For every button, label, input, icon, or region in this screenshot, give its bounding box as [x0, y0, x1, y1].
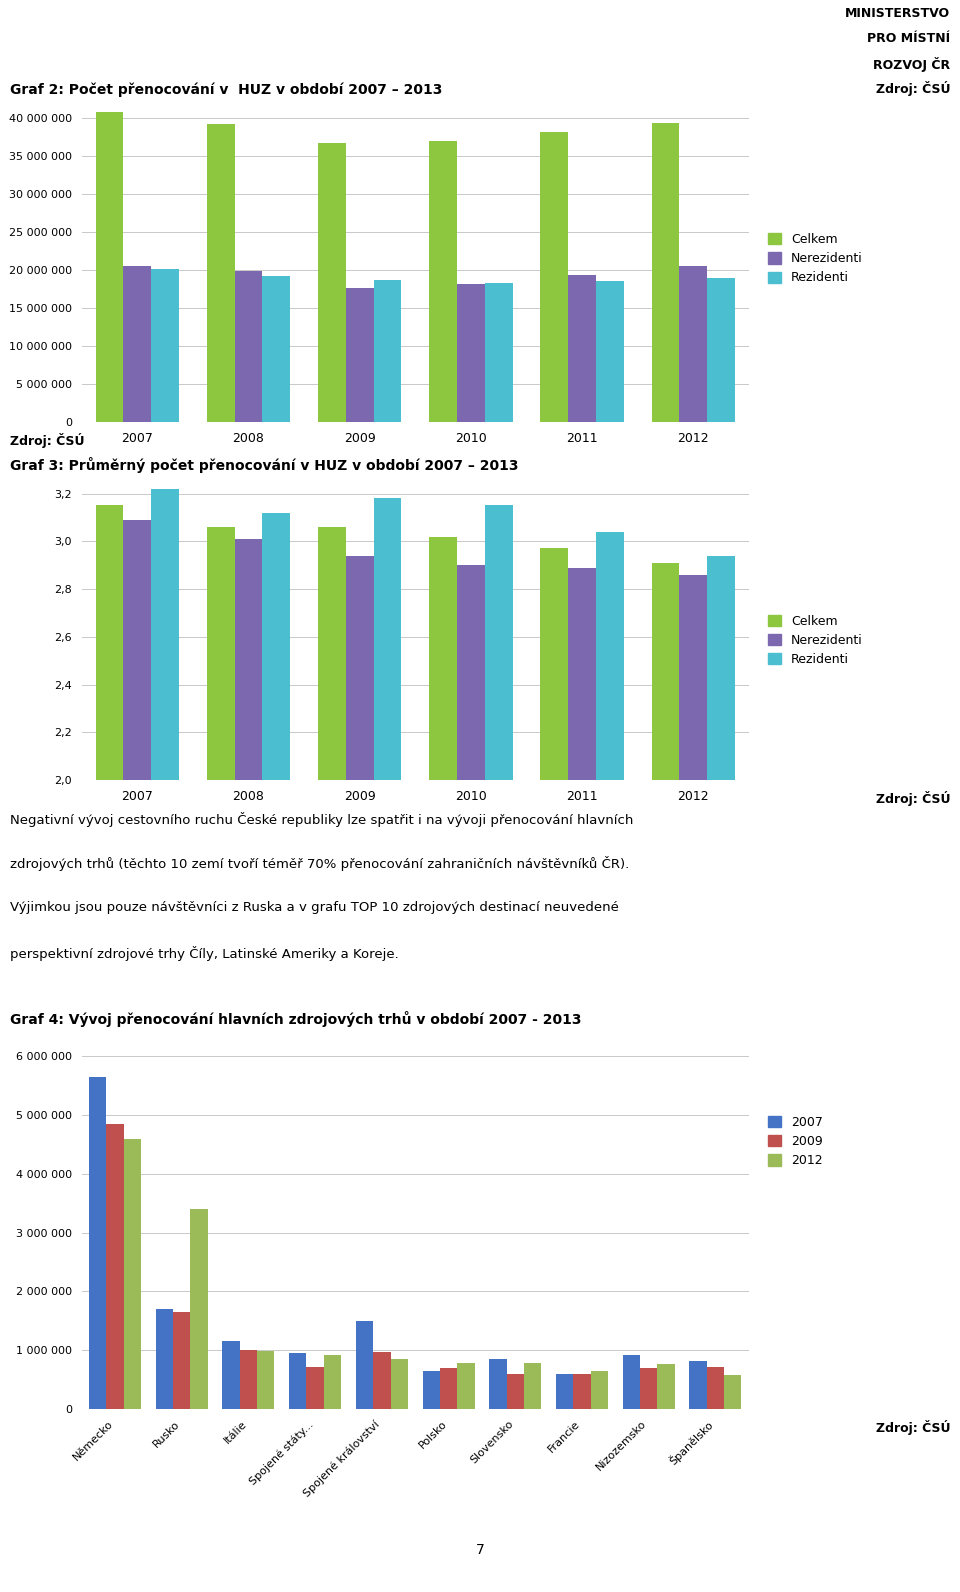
Bar [422, 1371, 440, 1409]
Bar [123, 266, 151, 422]
Text: Zdroj: ČSÚ: Zdroj: ČSÚ [876, 81, 950, 96]
Bar [457, 283, 485, 422]
Bar [724, 1375, 741, 1409]
Bar [373, 280, 401, 422]
Bar [708, 279, 735, 422]
Bar [507, 1374, 524, 1409]
Bar [490, 1360, 507, 1409]
Bar [318, 527, 346, 1258]
Bar [652, 123, 680, 422]
Text: Výjimkou jsou pouze návštěvníci z Ruska a v grafu TOP 10 zdrojových destinací ne: Výjimkou jsou pouze návštěvníci z Ruska … [10, 901, 618, 914]
Bar [596, 532, 624, 1258]
Bar [623, 1355, 640, 1409]
Bar [346, 556, 373, 1258]
Bar [680, 575, 708, 1258]
Bar [391, 1360, 408, 1409]
Text: Graf 2: Počet přenocování v  HUZ v období 2007 – 2013: Graf 2: Počet přenocování v HUZ v období… [10, 83, 442, 97]
Bar [289, 1353, 306, 1409]
Bar [89, 1076, 107, 1409]
Bar [680, 266, 708, 422]
Bar [485, 505, 513, 1258]
Bar [652, 562, 680, 1258]
Bar [457, 565, 485, 1258]
Bar [173, 1312, 190, 1409]
Bar [206, 527, 234, 1258]
Bar [373, 1353, 391, 1409]
Bar [573, 1374, 590, 1409]
Bar [640, 1368, 658, 1409]
Bar [485, 283, 513, 422]
Text: Zdroj: ČSÚ: Zdroj: ČSÚ [876, 1420, 950, 1434]
Bar [440, 1368, 457, 1409]
Text: Zdroj: ČSÚ: Zdroj: ČSÚ [876, 791, 950, 806]
Text: Graf 3: Průměrný počet přenocování v HUZ v období 2007 – 2013: Graf 3: Průměrný počet přenocování v HUZ… [10, 457, 518, 473]
Bar [107, 1124, 124, 1409]
Bar [556, 1374, 573, 1409]
Bar [156, 1309, 173, 1409]
Text: 7: 7 [475, 1543, 485, 1557]
Text: ROZVOJ ČR: ROZVOJ ČR [874, 57, 950, 72]
Bar [318, 143, 346, 422]
Bar [568, 567, 596, 1258]
Bar [708, 556, 735, 1258]
Text: zdrojových trhů (těchto 10 zemí tvoří téměř 70% přenocování zahraničních návštěv: zdrojových trhů (těchto 10 zemí tvoří té… [10, 856, 629, 871]
Bar [356, 1321, 373, 1409]
Bar [689, 1361, 707, 1409]
Bar [206, 124, 234, 422]
Bar [123, 519, 151, 1258]
Bar [429, 142, 457, 422]
Legend: Celkem, Nerezidenti, Rezidenti: Celkem, Nerezidenti, Rezidenti [768, 232, 863, 285]
Bar [223, 1342, 240, 1409]
Bar [540, 132, 568, 422]
Bar [524, 1363, 541, 1409]
Text: Graf 4: Vývoj přenocování hlavních zdrojových trhů v období 2007 - 2013: Graf 4: Vývoj přenocování hlavních zdroj… [10, 1011, 581, 1027]
Legend: Celkem, Nerezidenti, Rezidenti: Celkem, Nerezidenti, Rezidenti [768, 615, 863, 665]
Legend: 2007, 2009, 2012: 2007, 2009, 2012 [768, 1116, 823, 1167]
Bar [596, 280, 624, 422]
Bar [658, 1364, 675, 1409]
Bar [124, 1138, 141, 1409]
Bar [151, 269, 179, 422]
Bar [262, 513, 290, 1258]
Bar [240, 1350, 257, 1409]
Text: Zdroj: ČSÚ: Zdroj: ČSÚ [10, 433, 84, 447]
Text: PRO MÍSTNÍ: PRO MÍSTNÍ [867, 32, 950, 45]
Bar [429, 537, 457, 1258]
Bar [590, 1371, 608, 1409]
Bar [257, 1352, 275, 1409]
Bar [568, 275, 596, 422]
Bar [540, 548, 568, 1258]
Bar [151, 489, 179, 1258]
Bar [306, 1366, 324, 1409]
Bar [234, 538, 262, 1258]
Bar [234, 271, 262, 422]
Bar [324, 1355, 341, 1409]
Bar [95, 505, 123, 1258]
Bar [262, 275, 290, 422]
Bar [707, 1366, 724, 1409]
Bar [373, 498, 401, 1258]
Text: Negativní vývoj cestovního ruchu České republiky lze spatřit i na vývoji přenoco: Negativní vývoj cestovního ruchu České r… [10, 812, 633, 826]
Text: perspektivní zdrojové trhy Číly, Latinské Ameriky a Koreje.: perspektivní zdrojové trhy Číly, Latinsk… [10, 946, 398, 960]
Bar [95, 111, 123, 422]
Bar [457, 1363, 474, 1409]
Bar [346, 288, 373, 422]
Text: MINISTERSTVO: MINISTERSTVO [845, 6, 950, 21]
Bar [190, 1208, 207, 1409]
